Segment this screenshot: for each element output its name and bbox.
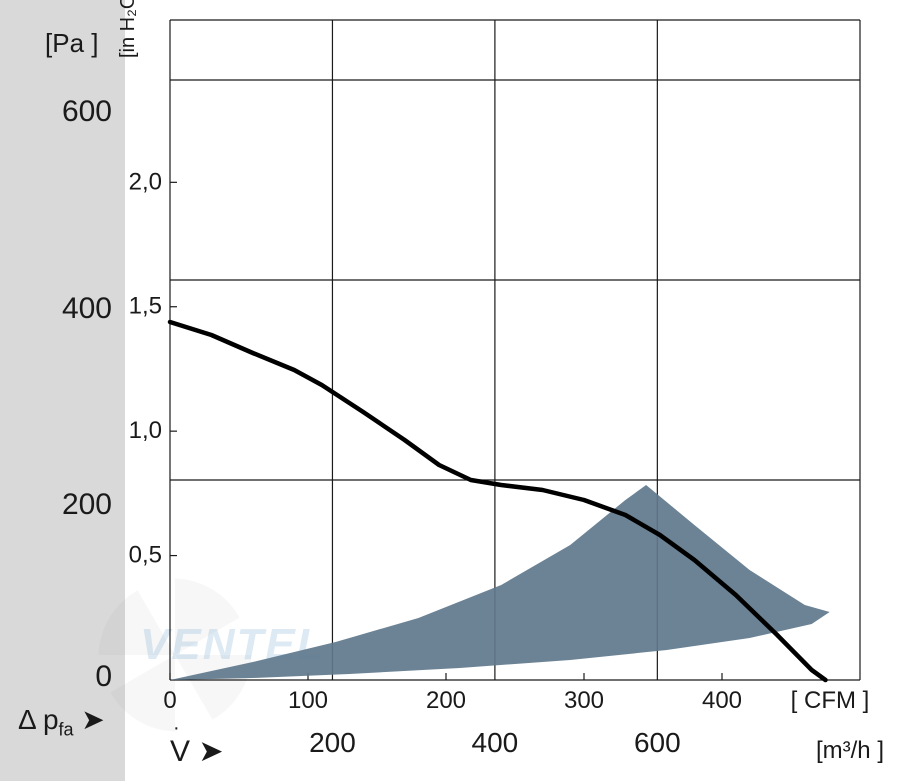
svg-text:0,5: 0,5 (129, 542, 162, 569)
svg-text:200: 200 (426, 687, 466, 714)
x-secondary-unit-label: [m³/h ] (816, 737, 884, 765)
svg-text:[ CFM ]: [ CFM ] (791, 687, 870, 714)
chart-svg: 0,5 1,0 1,5 2,0 [in H₂O] 0 100 200 300 400 [ CFM ]… (0, 0, 902, 781)
svg-text:0: 0 (163, 687, 176, 714)
svg-text:100: 100 (288, 687, 328, 714)
x-axis-title: V· ➤ (170, 734, 224, 769)
svg-text:300: 300 (564, 687, 604, 714)
svg-text:1,5: 1,5 (129, 293, 162, 320)
chart-container: [Pa ] 600 400 200 0 Δ pfa ➤ VENTEL 0,51,… (0, 0, 902, 781)
svg-text:1,0: 1,0 (129, 417, 162, 444)
svg-text:600: 600 (634, 727, 681, 758)
svg-text:[in H₂O]: [in H₂O] (117, 0, 139, 58)
svg-text:400: 400 (472, 727, 519, 758)
svg-text:400: 400 (702, 687, 742, 714)
svg-text:2,0: 2,0 (129, 168, 162, 195)
svg-text:200: 200 (309, 727, 356, 758)
